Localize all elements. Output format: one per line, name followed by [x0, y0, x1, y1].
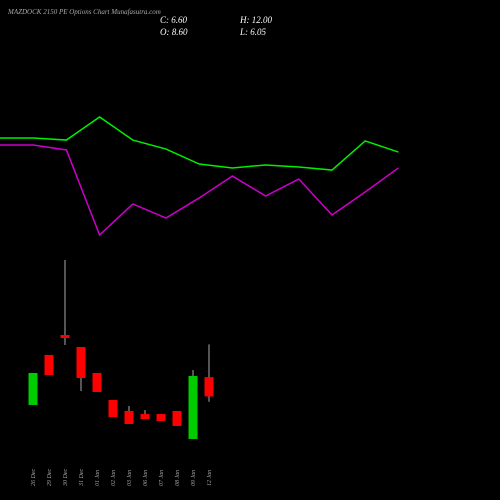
x-tick-label: 29 Dec [47, 469, 53, 486]
x-tick-label: 12 Jan [207, 470, 213, 486]
candle-body [108, 399, 118, 418]
candle-body [44, 354, 54, 376]
candle-body [92, 372, 102, 392]
open-label: O: 8.60 [160, 27, 188, 37]
indicator-line [0, 144, 399, 237]
x-tick-label: 30 Dec [63, 469, 69, 487]
x-tick-label: 08 Jan [175, 470, 181, 486]
candle-body [28, 372, 38, 405]
candle-body [140, 414, 150, 420]
x-tick-label: 09 Jan [191, 470, 197, 486]
x-tick-label: 31 Dec [79, 469, 85, 487]
candle-body [76, 346, 86, 378]
x-tick-label: 03 Jan [127, 470, 133, 486]
candle-body [124, 410, 134, 424]
candle-body [204, 377, 214, 397]
candle-body [188, 375, 198, 439]
chart-title: MAZDOCK 2150 PE Options Chart Munafasutr… [7, 8, 161, 16]
close-label: C: 6.60 [160, 15, 188, 25]
candle-body [60, 335, 70, 339]
x-tick-label: 01 Jan [95, 470, 101, 486]
candle-body [172, 410, 182, 426]
low-label: L: 6.05 [239, 27, 267, 37]
x-tick-label: 26 Dec [31, 469, 37, 486]
indicator-line [0, 116, 399, 171]
candle-body [156, 414, 166, 421]
x-tick-label: 02 Jan [111, 470, 117, 486]
high-label: H: 12.00 [239, 15, 272, 25]
x-tick-label: 07 Jan [159, 470, 165, 486]
x-tick-label: 06 Jan [143, 470, 149, 486]
